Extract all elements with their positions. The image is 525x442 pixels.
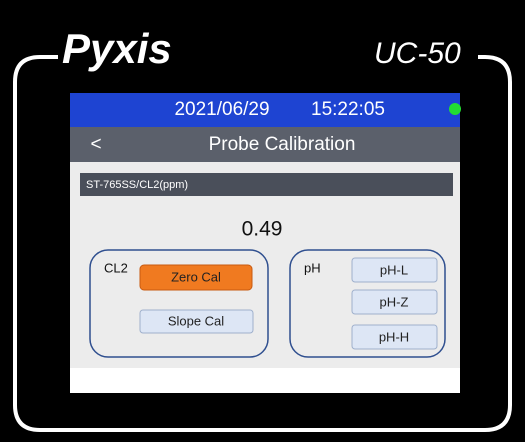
ph-panel xyxy=(289,249,446,358)
frame xyxy=(13,55,512,432)
nav-bar xyxy=(70,127,460,162)
ph-z-text: pH-Z xyxy=(380,294,409,309)
status-dot xyxy=(449,103,461,115)
ph-h-text: pH-H xyxy=(379,329,409,344)
brand: Pyxis xyxy=(62,25,172,72)
model: UC-50 xyxy=(374,37,461,70)
zero-cal-text: Zero Cal xyxy=(171,269,221,284)
ph-l-text: pH-L xyxy=(380,262,408,277)
ph-z-button[interactable] xyxy=(351,289,438,315)
back-button[interactable]: < xyxy=(90,134,101,155)
time: 15:22:05 xyxy=(311,99,385,120)
zero-cal-button[interactable] xyxy=(139,264,253,291)
cl2-label: CL2 xyxy=(104,260,128,275)
slope-cal-text: Slope Cal xyxy=(168,313,224,328)
page-title: Probe Calibration xyxy=(209,134,356,155)
ph-l-button[interactable] xyxy=(351,257,438,283)
probe-label: ST-765SS/CL2(ppm) xyxy=(86,179,188,191)
ph-label: pH xyxy=(304,260,321,275)
date: 2021/06/29 xyxy=(174,99,269,120)
probe-bar xyxy=(80,173,453,196)
cl2-panel xyxy=(89,249,269,358)
slope-cal-button[interactable] xyxy=(139,309,254,334)
ph-h-button[interactable] xyxy=(351,324,438,350)
probe-value: 0.49 xyxy=(242,218,283,241)
status-bar xyxy=(70,93,460,127)
